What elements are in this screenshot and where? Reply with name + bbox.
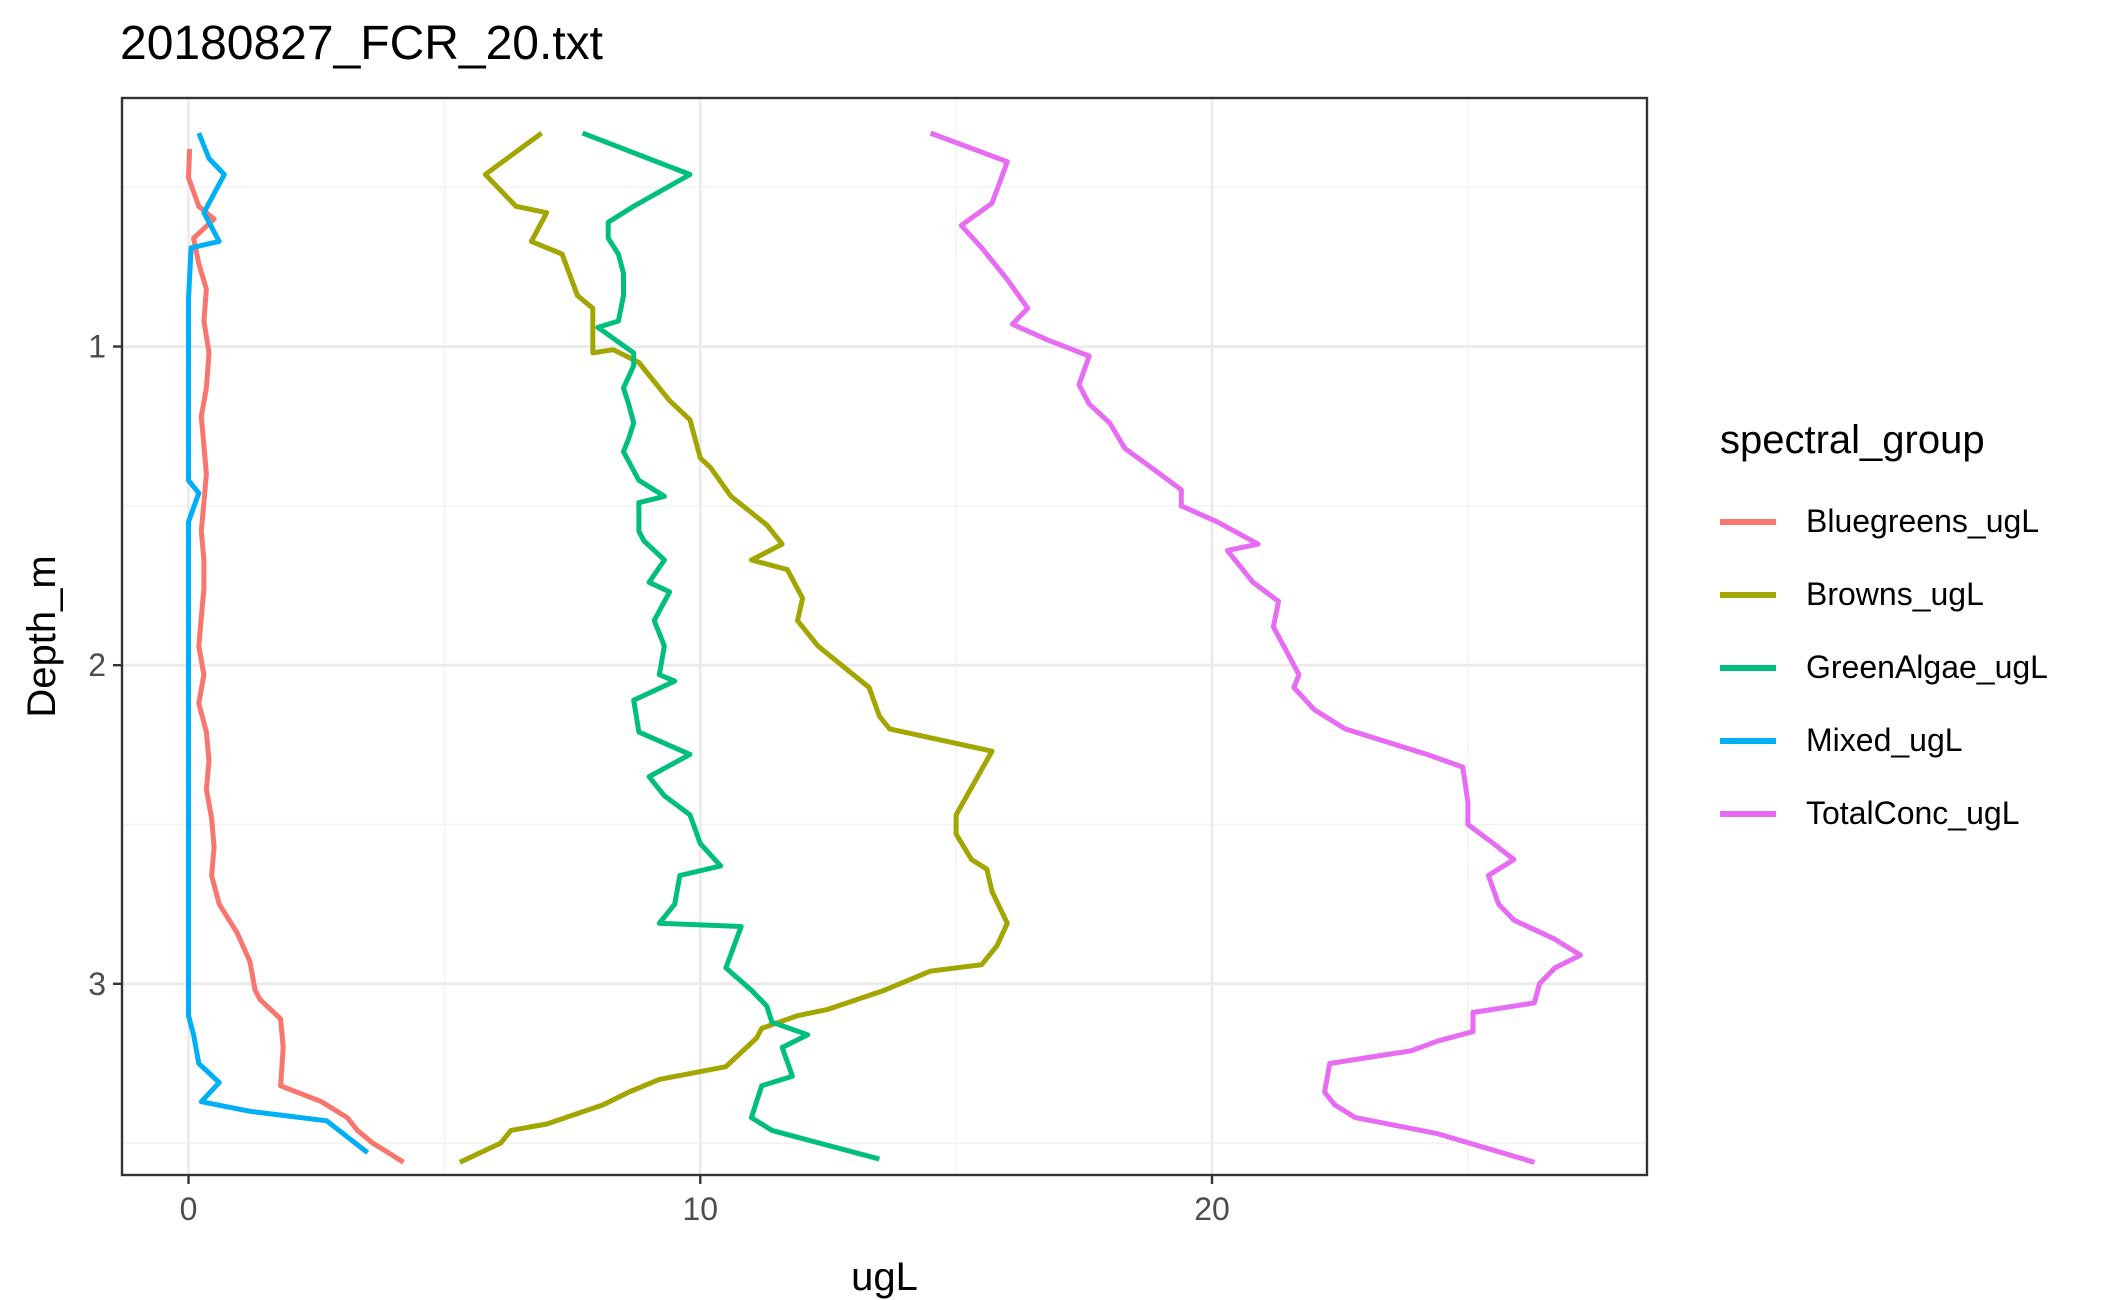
y-tick-label: 3 <box>88 966 106 1002</box>
legend-item: TotalConc_ugL <box>1720 777 2048 850</box>
plot-border <box>120 96 1649 1177</box>
legend-title: spectral_group <box>1720 418 1985 462</box>
legend-item: Bluegreens_ugL <box>1720 485 2048 558</box>
plot-panel <box>122 98 1647 1175</box>
legend: spectral_group Bluegreens_ugL Browns_ugL G… <box>1720 418 2048 850</box>
y-axis-title: Depth_m <box>20 555 64 717</box>
legend-label: Browns_ugL <box>1806 576 1984 612</box>
legend-swatch <box>1720 591 1776 598</box>
legend-label: GreenAlgae_ugL <box>1806 649 2048 685</box>
legend-label: Mixed_ugL <box>1806 722 1963 758</box>
legend-item: Mixed_ugL <box>1720 704 2048 777</box>
x-axis-title: ugL <box>851 1255 918 1299</box>
series-line-greenalgae-ugl <box>581 130 881 1162</box>
legend-swatch <box>1720 810 1776 817</box>
series-lines <box>186 130 1583 1165</box>
legend-swatch <box>1720 737 1776 744</box>
y-tick-label: 2 <box>88 647 106 683</box>
legend-swatch <box>1720 664 1776 671</box>
axes: 0 10 20 1 2 3 <box>88 329 1230 1227</box>
x-tick-label: 0 <box>180 1191 198 1227</box>
legend-item: Browns_ugL <box>1720 558 2048 631</box>
legend-label: Bluegreens_ugL <box>1806 503 2040 539</box>
series-line-browns-ugl <box>458 131 1010 1165</box>
chart-title: 20180827_FCR_20.txt <box>120 17 603 70</box>
series-line-totalconc-ugl <box>929 130 1583 1165</box>
legend-items: Bluegreens_ugL Browns_ugL GreenAlgae_ugL Mi… <box>1720 485 2048 850</box>
series-line-mixed-ugl <box>186 132 370 1155</box>
legend-swatch <box>1720 518 1776 525</box>
series-line-bluegreens-ugl <box>186 148 405 1165</box>
legend-label: TotalConc_ugL <box>1806 795 2020 831</box>
x-tick-label: 10 <box>682 1191 718 1227</box>
legend-item: GreenAlgae_ugL <box>1720 631 2048 704</box>
x-tick-label: 20 <box>1194 1191 1230 1227</box>
y-tick-label: 1 <box>88 329 106 365</box>
